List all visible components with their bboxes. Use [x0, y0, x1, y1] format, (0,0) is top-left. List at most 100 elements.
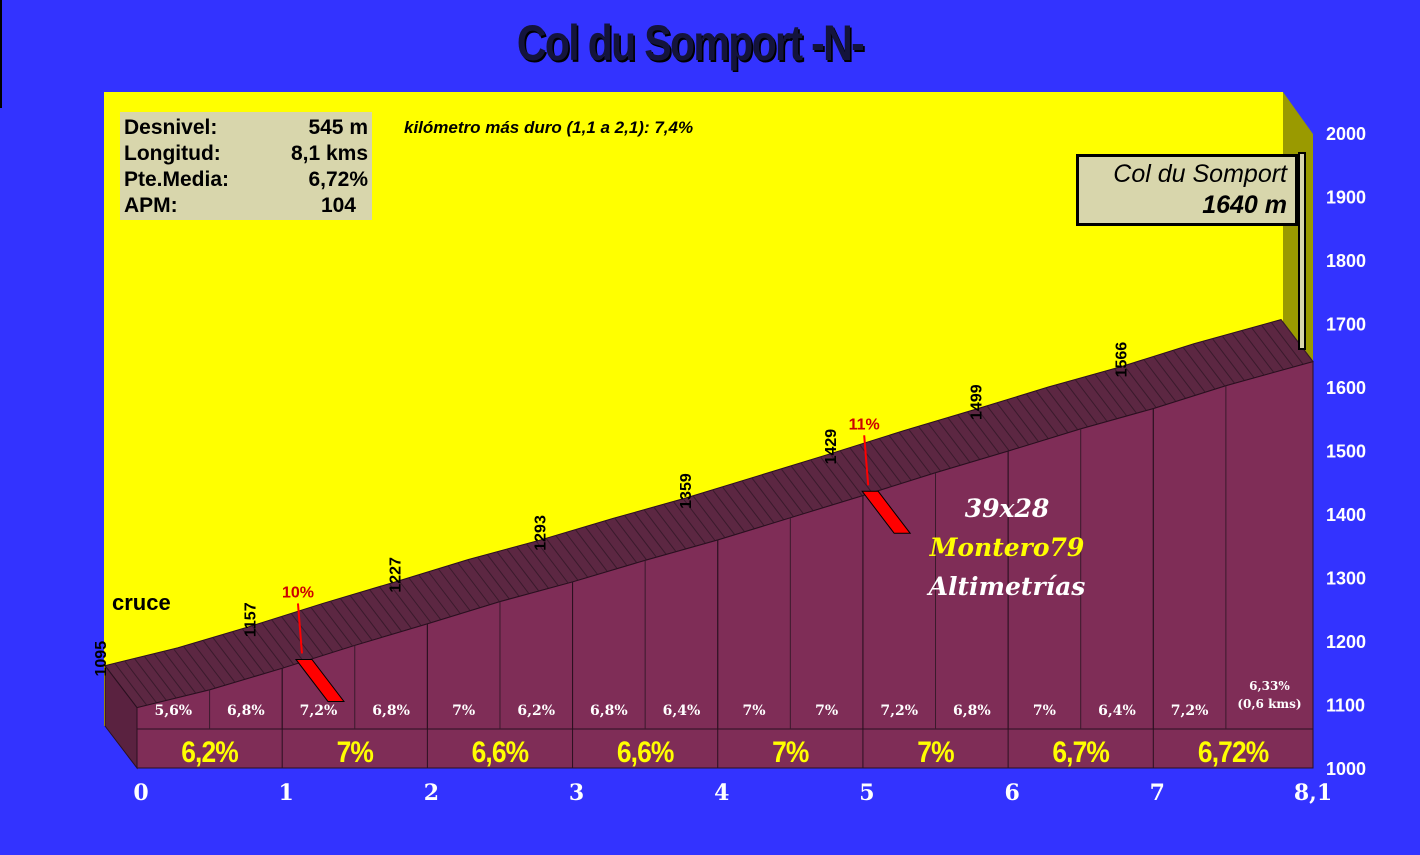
surface-hatch-line	[918, 425, 951, 469]
altitude-label: 1429	[823, 429, 840, 465]
surface-hatch-line	[800, 462, 834, 506]
max-gradient-marker	[294, 658, 345, 702]
surface-hatch-line	[506, 548, 540, 592]
surface-hatch-line	[1055, 384, 1088, 428]
surface-hatch-line	[143, 655, 177, 699]
surface-hatch-line	[594, 523, 628, 567]
stat-label: APM:	[124, 194, 178, 217]
surface-hatch-line	[702, 492, 736, 536]
surface-hatch-line	[1094, 373, 1128, 417]
max-gradient-marker	[861, 490, 912, 534]
y-tick-label: 1600	[1326, 378, 1366, 398]
surface-hatch-line	[1035, 390, 1069, 434]
segment-gradient-label: 7%	[743, 703, 766, 719]
surface-hatch-line	[330, 600, 363, 644]
surface-hatch-line	[780, 468, 814, 512]
surface-hatch-line	[134, 658, 167, 701]
surface-hatch-line	[967, 411, 1000, 455]
surface-hatch-line	[124, 660, 157, 704]
surface-hatch-line	[1065, 381, 1098, 425]
surface-hatch-line	[300, 609, 334, 653]
surface-hatch-line	[761, 474, 794, 518]
stat-value: 104	[320, 194, 356, 217]
stat-row-pendiente-media: Pte.Media: 6,72%	[124, 168, 368, 194]
surface-hatch-line	[1241, 330, 1275, 373]
surface-hatch-line	[467, 559, 500, 603]
segment-gradient-label: 6,8%	[590, 703, 628, 719]
surface-hatch-line	[526, 543, 559, 587]
surface-hatch-line	[751, 477, 785, 521]
hardest-km-note: kilómetro más duro (1,1 a 2,1): 7,4%	[404, 118, 694, 137]
surface-hatch-line	[251, 625, 285, 669]
surface-hatch-line	[369, 589, 402, 632]
surface-hatch-line	[908, 428, 941, 472]
surface-hatch-line	[722, 486, 755, 530]
km-gradient-label: 7%	[772, 734, 809, 768]
segment-gradient-label: 7,2%	[1171, 703, 1209, 719]
surface-hatch-line	[183, 645, 216, 689]
surface-hatch-line	[320, 603, 353, 647]
segment-gradient-label: 7%	[1033, 703, 1056, 719]
segment-gradient-label: 7,2%	[300, 703, 338, 719]
surface-hatch-line	[869, 441, 902, 484]
surface-hatch-line	[1280, 319, 1314, 362]
x-tick-label: 5	[859, 780, 874, 806]
surface-hatch-line	[428, 571, 461, 615]
surface-hatch-line	[271, 619, 304, 662]
surface-hatch-line	[682, 498, 716, 542]
y-tick-label: 1500	[1326, 442, 1366, 462]
surface-hatch-line	[947, 417, 981, 460]
surface-hatch-line	[447, 565, 481, 609]
profile-left-face	[104, 664, 138, 770]
max-gradient-label: 11%	[849, 416, 880, 433]
surface-hatch-line	[486, 554, 520, 597]
surface-hatch-line	[614, 517, 647, 561]
x-tick-label: 2	[424, 780, 439, 806]
x-tick-label: 0	[133, 780, 148, 806]
altitude-label: 1157	[242, 602, 259, 637]
surface-hatch-line	[359, 592, 393, 635]
surface-hatch-line	[1172, 349, 1206, 393]
altitude-label: 1566	[1113, 342, 1130, 378]
start-label: cruce	[112, 590, 171, 615]
surface-hatch-line	[888, 434, 922, 478]
stat-row-desnivel: Desnivel: 545 m	[124, 116, 368, 142]
corner-line	[0, 0, 2, 108]
surface-hatch-line	[241, 628, 275, 671]
surface-hatch-line	[937, 420, 971, 463]
surface-hatch-line	[810, 459, 843, 503]
surface-hatch-line	[1084, 376, 1118, 420]
x-tick-label: 8,1	[1294, 780, 1332, 806]
segment-gradient-label: 7%	[815, 703, 838, 719]
surface-hatch-line	[849, 447, 883, 490]
surface-hatch-line	[535, 540, 569, 584]
surface-hatch-line	[663, 503, 696, 547]
altitude-label: 1499	[968, 384, 985, 420]
surface-hatch-line	[1123, 365, 1157, 408]
surface-hatch-line	[163, 650, 197, 694]
surface-hatch-line	[114, 662, 148, 706]
surface-hatch-line	[575, 529, 608, 572]
surface-hatch-line	[878, 438, 912, 481]
segment-gradient-label: 6,8%	[227, 703, 265, 719]
altitude-label: 1293	[533, 515, 550, 551]
surface-hatch-line	[222, 634, 255, 677]
surface-hatch-line	[790, 465, 824, 509]
surface-hatch-line	[457, 562, 491, 606]
surface-hatch-line	[1221, 335, 1255, 379]
surface-hatch-line	[712, 489, 745, 533]
surface-hatch-line	[1212, 338, 1245, 381]
stat-value: 8,1 kms	[290, 142, 368, 165]
altitude-label: 1095	[93, 641, 110, 677]
surface-hatch-line	[339, 597, 373, 641]
segment-gradient-label: 7,2%	[880, 703, 918, 719]
credit-gear: 39x28	[964, 494, 1050, 523]
y-tick-label: 1800	[1326, 251, 1366, 271]
surface-hatch-line	[555, 535, 589, 578]
stat-value: 6,72%	[308, 168, 368, 191]
km-gradient-label: 6,72%	[1198, 734, 1269, 768]
surface-hatch-line	[741, 480, 775, 524]
surface-hatch-line	[957, 414, 990, 457]
summit-marker-pole	[1298, 152, 1306, 350]
x-tick-label: 7	[1150, 780, 1165, 806]
